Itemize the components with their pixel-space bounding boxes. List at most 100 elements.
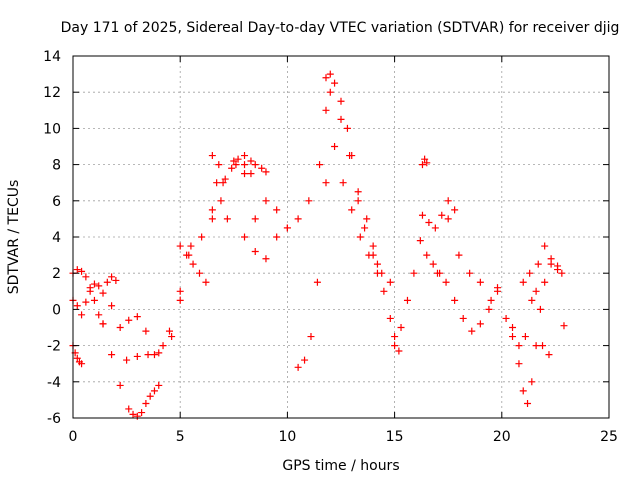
data-point bbox=[356, 233, 364, 241]
data-point bbox=[532, 342, 540, 350]
data-point bbox=[78, 360, 86, 368]
data-point bbox=[150, 387, 158, 395]
data-point bbox=[373, 260, 381, 268]
data-point bbox=[262, 168, 270, 176]
data-point bbox=[346, 152, 354, 160]
data-point bbox=[429, 260, 437, 268]
data-point bbox=[208, 206, 216, 214]
data-point bbox=[155, 349, 163, 357]
data-point bbox=[438, 211, 446, 219]
y-tick-label: 8 bbox=[52, 158, 61, 174]
data-point bbox=[451, 296, 459, 304]
data-point bbox=[234, 155, 242, 163]
data-point bbox=[99, 289, 107, 297]
data-point bbox=[262, 255, 270, 263]
data-point bbox=[116, 381, 124, 389]
data-point bbox=[73, 266, 81, 274]
data-point bbox=[476, 278, 484, 286]
data-point bbox=[90, 296, 98, 304]
data-point bbox=[337, 97, 345, 105]
grid bbox=[73, 56, 609, 418]
data-point bbox=[183, 251, 191, 259]
data-point bbox=[560, 322, 568, 330]
data-point bbox=[528, 378, 536, 386]
data-point bbox=[547, 255, 555, 263]
data-point bbox=[339, 179, 347, 187]
y-tick-label: -4 bbox=[47, 375, 61, 391]
data-point bbox=[108, 302, 116, 310]
data-point bbox=[373, 269, 381, 277]
data-point bbox=[331, 79, 339, 87]
x-tick-label: 20 bbox=[493, 429, 511, 445]
data-point bbox=[515, 342, 523, 350]
data-point bbox=[403, 296, 411, 304]
data-point bbox=[301, 356, 309, 364]
data-point bbox=[168, 333, 176, 341]
data-point bbox=[391, 342, 399, 350]
data-point bbox=[395, 347, 403, 355]
data-point bbox=[144, 351, 152, 359]
data-point bbox=[78, 267, 86, 275]
data-point bbox=[466, 269, 474, 277]
data-point bbox=[165, 327, 173, 335]
data-point bbox=[433, 269, 441, 277]
data-point bbox=[129, 410, 137, 418]
data-point bbox=[116, 324, 124, 331]
data-point bbox=[125, 405, 133, 413]
data-point bbox=[95, 311, 103, 319]
data-point bbox=[146, 392, 154, 400]
data-point bbox=[108, 273, 116, 281]
data-point bbox=[230, 157, 238, 165]
data-point bbox=[241, 152, 249, 160]
data-point bbox=[532, 287, 540, 295]
data-point bbox=[108, 351, 116, 359]
data-point bbox=[241, 170, 249, 178]
data-point bbox=[273, 233, 281, 241]
data-point bbox=[322, 179, 330, 187]
data-point bbox=[112, 276, 120, 284]
data-point bbox=[442, 278, 450, 286]
data-point bbox=[468, 327, 476, 335]
data-point bbox=[459, 314, 467, 322]
data-point bbox=[322, 74, 330, 82]
data-point bbox=[95, 282, 103, 290]
data-points bbox=[69, 70, 568, 420]
data-point bbox=[451, 206, 459, 214]
y-tick-label: 14 bbox=[43, 49, 61, 65]
data-point bbox=[307, 333, 315, 341]
data-point bbox=[159, 342, 167, 350]
data-point bbox=[219, 179, 227, 187]
x-tick-label: 0 bbox=[69, 429, 78, 445]
data-point bbox=[82, 298, 90, 306]
data-point bbox=[241, 161, 249, 169]
data-point bbox=[554, 262, 562, 270]
data-point bbox=[386, 314, 394, 322]
data-point bbox=[539, 342, 547, 350]
data-point bbox=[485, 305, 493, 313]
data-point bbox=[444, 197, 452, 205]
data-point bbox=[195, 269, 203, 277]
data-point bbox=[176, 242, 184, 250]
data-point bbox=[150, 351, 158, 359]
data-point bbox=[247, 170, 255, 178]
data-point bbox=[365, 251, 373, 259]
data-point bbox=[86, 287, 94, 295]
data-point bbox=[99, 320, 107, 328]
y-tick-label: -6 bbox=[47, 411, 61, 427]
data-point bbox=[90, 280, 98, 288]
data-point bbox=[386, 278, 394, 286]
data-point bbox=[528, 296, 536, 304]
data-point bbox=[73, 302, 81, 310]
data-point bbox=[138, 409, 146, 417]
data-point bbox=[187, 242, 195, 250]
data-point bbox=[133, 352, 141, 360]
chart-title: Day 171 of 2025, Sidereal Day-to-day VTE… bbox=[61, 20, 620, 36]
x-tick-label: 25 bbox=[600, 429, 618, 445]
data-point bbox=[331, 143, 339, 150]
data-point bbox=[251, 215, 259, 223]
data-point bbox=[509, 333, 517, 341]
data-point bbox=[431, 224, 439, 232]
y-tick-label: 2 bbox=[52, 266, 61, 282]
data-point bbox=[258, 164, 266, 172]
